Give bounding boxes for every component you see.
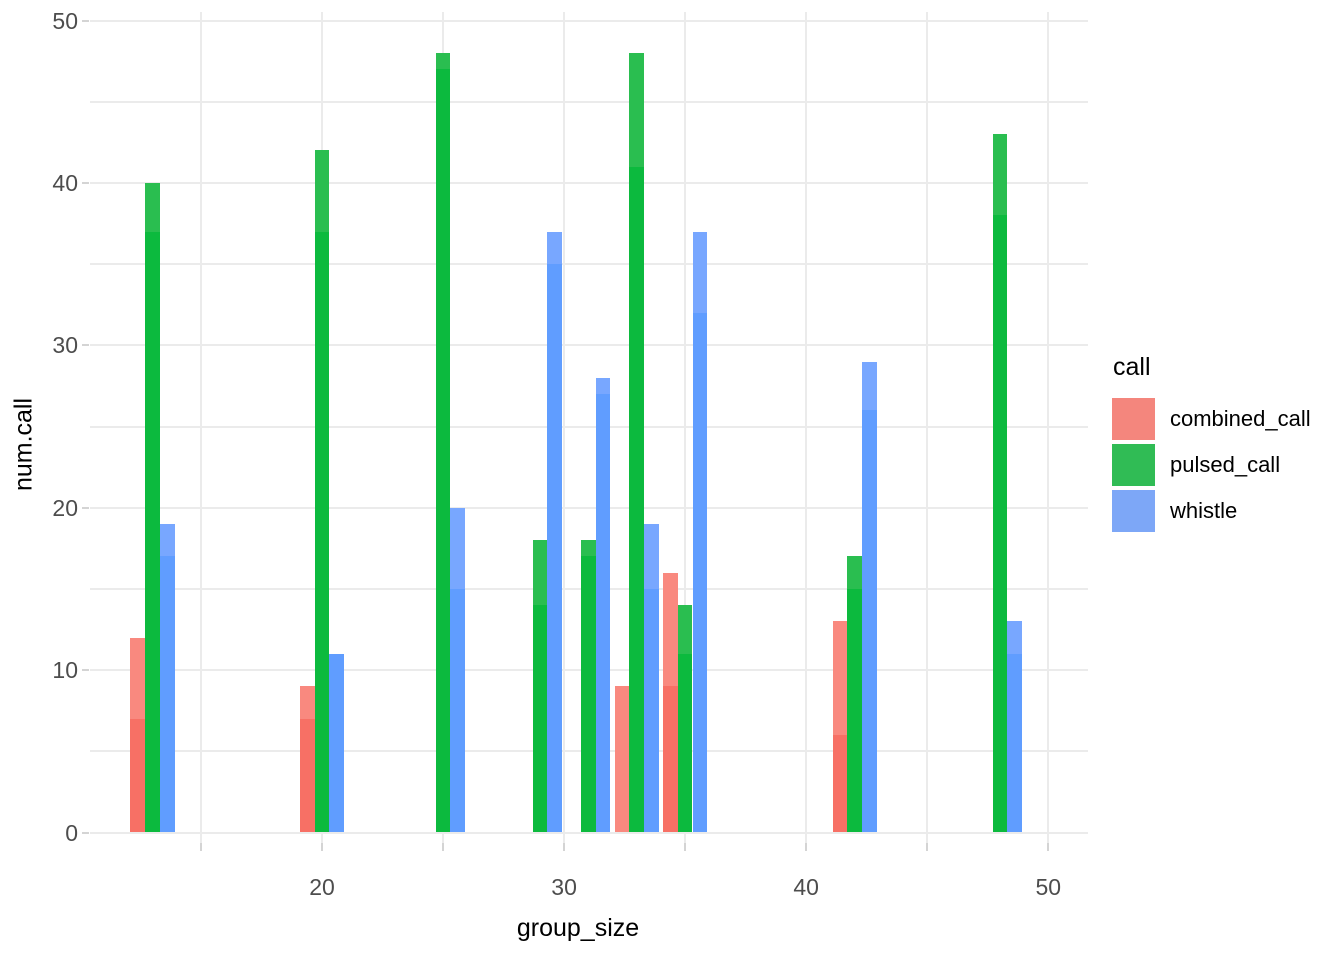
- bar-whistle-13-overlap: [159, 556, 175, 833]
- x-axis-title: group_size: [516, 914, 640, 942]
- x-tick-label-20: 20: [309, 874, 335, 900]
- bar-pulsed_call-48-upper: [992, 134, 1008, 216]
- gridline-vertical-45: [926, 12, 929, 843]
- x-tick-mark-35: [684, 843, 687, 851]
- gridline-horizontal-0: [90, 831, 1088, 834]
- bar-whistle-13-upper: [159, 523, 175, 557]
- gridline-horizontal-30: [90, 344, 1088, 347]
- bar-combined_call-20-overlap: [299, 718, 315, 833]
- bar-whistle-29-upper: [547, 231, 562, 265]
- bar-pulsed_call-20-upper: [314, 150, 330, 232]
- legend: call combined_call pulsed_call whistle: [1112, 353, 1311, 536]
- bar-whistle-25-overlap: [450, 588, 466, 833]
- x-tick-label-50: 50: [1035, 874, 1062, 900]
- x-tick-mark-25: [442, 843, 445, 851]
- bar-pulsed_call-13-overlap: [145, 231, 160, 833]
- bar-pulsed_call-13-upper: [145, 182, 160, 232]
- y-tick-label-40: 40: [52, 169, 78, 196]
- bar-whistle-20-overlap: [329, 653, 345, 833]
- bar-combined_call-13-upper: [130, 637, 146, 719]
- bar-combined_call-20-upper: [299, 686, 315, 719]
- bar-whistle-33-upper: [644, 523, 659, 589]
- gridline-vertical-40: [805, 12, 808, 843]
- x-tick-mark-50: [1047, 843, 1050, 851]
- x-tick-label-30: 30: [551, 874, 577, 900]
- bar-whistle-25-upper: [450, 507, 466, 589]
- y-tick-mark-20: [82, 506, 89, 509]
- gridline-horizontal-45: [90, 100, 1088, 103]
- y-tick-mark-30: [82, 344, 89, 347]
- bar-whistle-35-upper: [692, 231, 708, 313]
- x-tick-mark-45: [926, 843, 929, 851]
- bar-combined_call-13-overlap: [130, 718, 146, 833]
- bar-whistle-42-upper: [861, 361, 877, 411]
- x-tick-label-40: 40: [793, 874, 819, 900]
- bar-pulsed_call-29-overlap: [532, 605, 548, 833]
- legend-entry-whistle: whistle: [1112, 490, 1311, 532]
- bar-pulsed_call-35-upper: [677, 605, 693, 654]
- y-tick-mark-50: [82, 19, 89, 22]
- bar-pulsed_call-25-overlap: [435, 69, 451, 833]
- bar-pulsed_call-33-upper: [629, 52, 645, 167]
- bar-pulsed_call-35-overlap: [677, 653, 693, 833]
- x-tick-mark-30: [563, 843, 566, 851]
- x-tick-mark-20: [321, 843, 323, 851]
- bar-whistle-33-overlap: [644, 588, 659, 833]
- legend-label-pulsed-call: pulsed_call: [1170, 452, 1281, 477]
- bar-pulsed_call-42-overlap: [847, 588, 862, 833]
- x-tick-mark-40: [805, 843, 808, 851]
- bar-combined_call-42-upper: [832, 621, 848, 736]
- legend-label-combined-call: combined_call: [1170, 406, 1311, 431]
- y-tick-mark-40: [82, 181, 89, 184]
- bar-whistle-31-upper: [595, 377, 611, 394]
- bar-whistle-48-overlap: [1007, 653, 1022, 833]
- y-tick-label-0: 0: [65, 819, 78, 846]
- bar-combined_call-33: [614, 686, 630, 833]
- legend-swatch-whistle: [1112, 490, 1155, 532]
- gridline-vertical-50: [1047, 12, 1050, 843]
- bar-pulsed_call-42-upper: [847, 556, 862, 589]
- bar-whistle-42-overlap: [861, 410, 877, 833]
- bar-pulsed_call-33-overlap: [629, 166, 645, 833]
- gridline-horizontal-25: [90, 425, 1088, 428]
- y-axis-title: num.call: [9, 397, 38, 492]
- gridline-horizontal-40: [90, 181, 1088, 184]
- gridline-horizontal-20: [90, 506, 1088, 509]
- y-tick-label-50: 50: [52, 7, 78, 34]
- gridline-vertical-30: [563, 12, 566, 843]
- bar-pulsed_call-31-overlap: [580, 556, 596, 833]
- y-tick-mark-10: [82, 669, 89, 672]
- bar-whistle-29-overlap: [547, 264, 562, 833]
- bar-pulsed_call-31-upper: [580, 540, 596, 557]
- gridline-horizontal-35: [90, 263, 1088, 266]
- y-tick-label-10: 10: [52, 657, 78, 684]
- legend-swatch-pulsed-call: [1112, 444, 1155, 486]
- legend-entry-pulsed-call: pulsed_call: [1112, 444, 1311, 486]
- bar-pulsed_call-29-upper: [532, 540, 548, 606]
- y-tick-mark-0: [82, 831, 89, 834]
- legend-label-whistle: whistle: [1170, 498, 1238, 523]
- bar-combined_call-35-overlap: [663, 686, 678, 833]
- bar-combined_call-35-upper: [663, 572, 678, 687]
- legend-swatch-combined-call: [1112, 398, 1155, 440]
- legend-entry-combined-call: combined_call: [1112, 398, 1311, 440]
- x-tick-mark-15: [199, 843, 202, 851]
- y-tick-label-30: 30: [52, 332, 78, 359]
- bar-whistle-48-upper: [1007, 621, 1022, 654]
- gridline-vertical-35: [684, 12, 687, 843]
- bar-pulsed_call-48-overlap: [992, 215, 1008, 833]
- gridline-horizontal-50: [90, 19, 1088, 22]
- bar-pulsed_call-20-overlap: [314, 231, 330, 833]
- legend-title: call: [1113, 353, 1151, 381]
- gridline-vertical-15: [199, 12, 202, 843]
- bar-pulsed_call-25-upper: [435, 52, 451, 70]
- plot-panel: [90, 12, 1088, 843]
- bar-combined_call-42-overlap: [832, 735, 848, 833]
- bar-whistle-31-overlap: [595, 394, 611, 833]
- bar-whistle-35-overlap: [692, 312, 708, 833]
- y-tick-label-20: 20: [52, 494, 78, 521]
